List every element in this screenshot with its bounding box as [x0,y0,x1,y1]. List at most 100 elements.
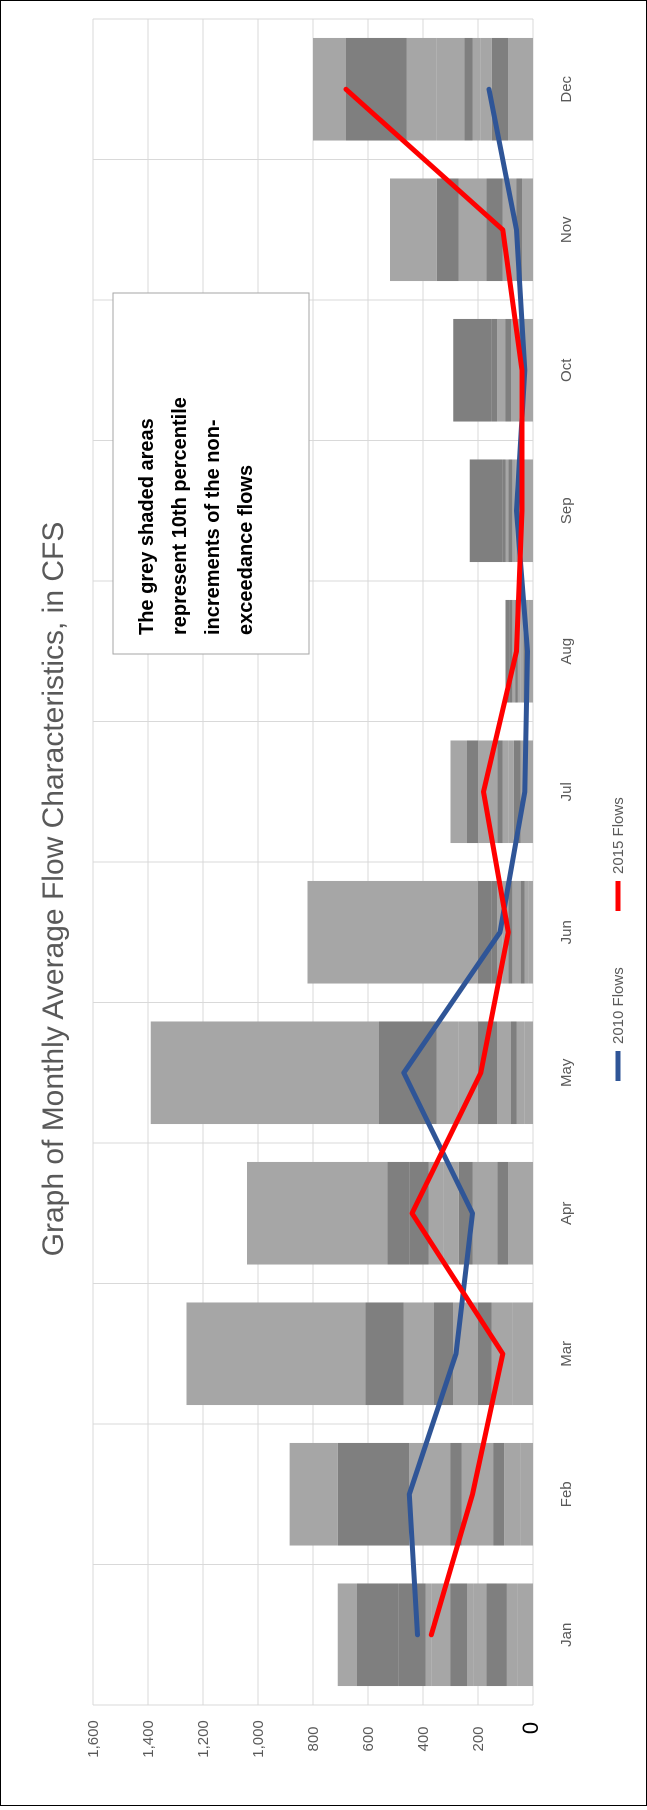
y-tick-label: 1,000 [250,1720,267,1758]
band-jun-6 [502,880,509,984]
band-nov-6 [467,178,487,282]
y-tick-label: 1,400 [140,1720,157,1758]
band-jul-9 [450,740,467,844]
band-jun-3 [516,880,521,984]
band-mar-7 [403,1302,418,1406]
band-sep-0 [527,459,533,563]
band-nov-7 [458,178,467,282]
band-mar-3 [467,1302,478,1406]
band-feb-0 [520,1442,533,1546]
legend: 2010 Flows 2015 Flows [610,797,627,1081]
band-sep-8 [469,459,503,563]
band-sep-7 [502,459,506,563]
band-may-4 [497,1021,506,1125]
category-label-dec: Dec [558,75,575,102]
band-sep-5 [508,459,513,563]
y-axis-ticks: 0 200 400 600 800 1,000 1,200 1,400 1,600 [85,1720,543,1758]
band-apr-4 [472,1161,489,1265]
band-apr-1 [508,1161,522,1265]
band-aug-7 [509,599,513,703]
category-label-mar: Mar [558,1341,575,1367]
band-may-2 [511,1021,517,1125]
y-tick-label: 800 [305,1726,322,1751]
band-oct-7 [491,318,498,422]
band-jun-2 [520,880,525,984]
category-label-jun: Jun [558,920,575,944]
band-apr-7 [428,1161,444,1265]
band-aug-0 [528,599,533,703]
band-jan-10 [337,1583,357,1687]
band-jul-8 [467,740,478,844]
band-jun-1 [524,880,529,984]
band-feb-5 [450,1442,462,1546]
band-jul-2 [513,740,521,844]
band-jan-8 [398,1583,426,1687]
band-oct-0 [527,318,533,422]
series-line-1 [343,86,525,1638]
band-dec-0 [522,37,533,141]
category-label-feb: Feb [558,1481,575,1507]
band-feb-2 [493,1442,505,1546]
band-nov-0 [527,178,533,282]
legend-label-2015: 2015 Flows [610,797,627,874]
band-sep-1 [522,459,528,563]
band-sep-4 [512,459,516,563]
band-dec-6 [436,37,465,141]
band-oct-5 [505,318,511,422]
category-label-apr: Apr [558,1202,575,1225]
band-dec-1 [508,37,522,141]
band-oct-6 [497,318,506,422]
band-jan-6 [431,1583,451,1687]
legend-label-2010: 2010 Flows [610,967,627,1044]
band-oct-3 [516,318,520,422]
band-jan-2 [486,1583,507,1687]
band-oct-8 [453,318,492,422]
band-feb-7 [409,1442,429,1546]
band-may-1 [516,1021,525,1125]
band-feb-8 [337,1442,410,1546]
band-jul-0 [527,740,533,844]
band-feb-6 [428,1442,451,1546]
annotation-line-1: The grey shaded areas [136,418,158,635]
y-tick-label: 0 [518,1722,543,1734]
band-nov-4 [502,178,511,282]
annotation-frame [112,292,310,655]
band-apr-2 [497,1161,509,1265]
category-label-nov: Nov [558,216,575,243]
band-may-3 [505,1021,511,1125]
band-dec-4 [472,37,481,141]
band-jan-0 [517,1583,533,1687]
y-tick-label: 1,200 [195,1720,212,1758]
band-mar-10 [186,1302,366,1406]
band-jul-4 [502,740,509,844]
series-lines [343,86,530,1638]
band-sep-6 [505,459,509,563]
band-apr-10 [247,1161,388,1265]
band-dec-9 [313,37,346,141]
band-jun-8 [491,880,498,984]
band-nov-3 [511,178,517,282]
x-axis-categories: Jan Feb Mar Apr May Jun Jul Aug Sep Oct Nov Dec [558,75,575,1646]
band-may-6 [458,1021,478,1125]
band-jan-1 [506,1583,518,1687]
band-jun-0 [528,880,533,984]
category-label-jul: Jul [558,782,575,801]
band-jul-5 [497,740,503,844]
band-jan-9 [357,1583,399,1687]
band-feb-4 [461,1442,473,1546]
band-jun-10 [307,880,478,984]
band-mar-6 [417,1302,434,1406]
band-jun-9 [478,880,492,984]
band-mar-0 [512,1302,533,1406]
y-tick-label: 1,600 [85,1720,102,1758]
band-feb-9 [289,1442,338,1546]
band-aug-8 [505,599,510,703]
category-label-sep: Sep [558,497,575,524]
band-apr-9 [387,1161,410,1265]
band-aug-2 [523,599,527,703]
series-line-0 [401,86,530,1638]
band-nov-2 [516,178,522,282]
band-apr-0 [522,1161,533,1265]
band-nov-9 [390,178,437,282]
